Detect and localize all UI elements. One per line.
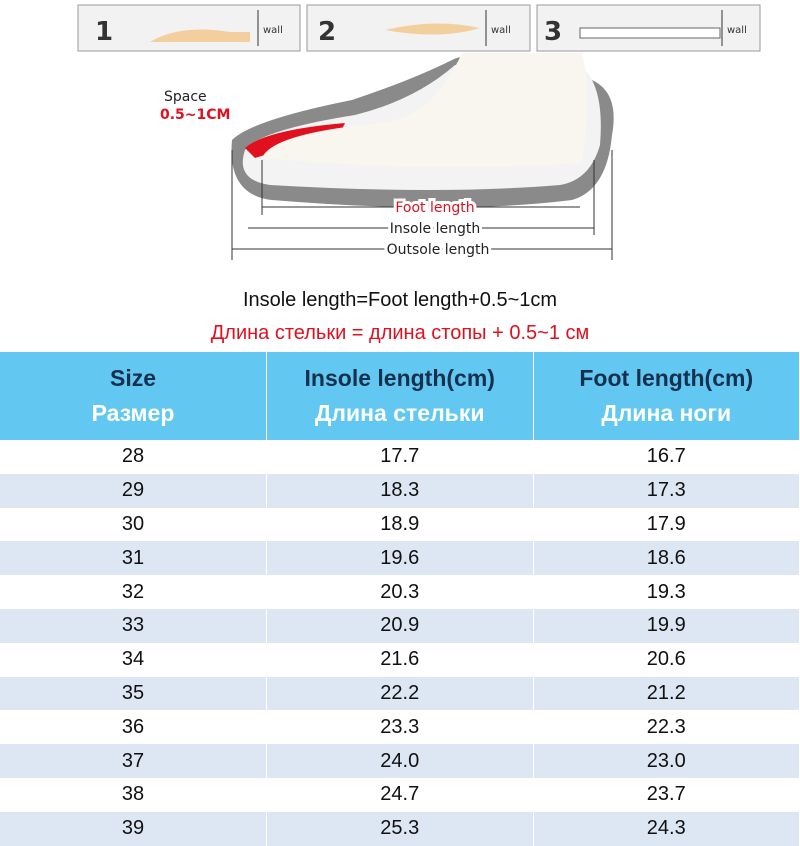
table-cell: 19.6 (266, 541, 534, 576)
table-cell: 25.3 (266, 811, 534, 846)
table-cell: 35 (0, 676, 267, 711)
column-subtitle: Размер (91, 400, 175, 426)
size-table: Size Размер Insole length(cm) Длина стельки… (0, 352, 800, 846)
table-cell: 29 (0, 473, 267, 508)
table-row: 37 24.0 23.0 (0, 744, 800, 778)
table-cell: 24.3 (533, 811, 800, 846)
column-subtitle: Длина стельки (315, 400, 485, 426)
table-cell: 16.7 (533, 440, 800, 474)
table-cell: 18.3 (266, 473, 534, 508)
measure-lines (231, 150, 613, 260)
table-row: 32 20.3 19.3 (0, 575, 800, 609)
foot-length-label: Foot length (395, 200, 474, 216)
step-number: 1 (95, 17, 113, 47)
table-cell: 20.6 (533, 642, 800, 677)
table-cell: 18.9 (266, 507, 534, 542)
table-cell: 22.2 (266, 676, 534, 711)
header-row: Size Размер Insole length(cm) Длина стельки… (0, 352, 800, 440)
table-cell: 20.3 (266, 575, 534, 609)
table-row: 31 19.6 18.6 (0, 541, 800, 576)
table-cell: 17.9 (533, 507, 800, 542)
column-subtitle: Длина ноги (601, 400, 732, 426)
table-cell: 33 (0, 608, 267, 643)
table-cell: 28 (0, 440, 267, 474)
column-title: Insole length(cm) (304, 365, 495, 391)
step-label: wall (727, 25, 747, 36)
table-cell: 23.3 (266, 710, 534, 745)
step-panels (77, 4, 761, 52)
table-row: 35 22.2 21.2 (0, 676, 800, 711)
table-cell: 34 (0, 642, 267, 677)
table-cell: 21.6 (266, 642, 534, 677)
insole-length-label: Insole length (390, 221, 480, 237)
table-row: 30 18.9 17.9 (0, 507, 800, 542)
measure-diagram: 1 2 3 wall wall wall Space 0.5~1CM Foot … (77, 4, 761, 261)
column-header: Insole length(cm) Длина стельки (266, 352, 534, 440)
table-cell: 38 (0, 777, 267, 812)
table-cell: 19.9 (533, 608, 800, 643)
formula-russian: Длина стельки = длина стопы + 0.5~1 см (210, 322, 590, 344)
step-number: 3 (544, 17, 562, 47)
space-label: Space (164, 89, 207, 105)
table-row: 33 20.9 19.9 (0, 608, 800, 643)
table-row: 34 21.6 20.6 (0, 642, 800, 677)
column-title: Size (109, 365, 157, 391)
step-label: wall (491, 25, 511, 36)
table-cell: 24.0 (266, 744, 534, 778)
table-cell: 37 (0, 744, 267, 778)
table-row: 39 25.3 24.3 (0, 811, 800, 846)
table-row: 36 23.3 22.3 (0, 710, 800, 745)
table-row: 29 18.3 17.3 (0, 473, 800, 508)
table-cell: 23.7 (533, 777, 800, 812)
table-cell: 18.6 (533, 541, 800, 576)
table-cell: 21.2 (533, 676, 800, 711)
table-cell: 17.3 (533, 473, 800, 508)
column-title: Foot length(cm) (579, 365, 754, 391)
table-row: 28 17.7 16.7 (0, 440, 800, 474)
table-row: 38 24.7 23.7 (0, 777, 800, 812)
column-header: Size Размер (0, 352, 267, 440)
table-cell: 17.7 (266, 440, 534, 474)
table-cell: 30 (0, 507, 267, 542)
table-cell: 24.7 (266, 777, 534, 812)
formula-english: Insole length=Foot length+0.5~1cm (242, 289, 558, 311)
step-label: wall (263, 25, 283, 36)
table-cell: 36 (0, 710, 267, 745)
column-header: Foot length(cm) Длина ноги (533, 352, 800, 440)
table-cell: 31 (0, 541, 267, 576)
table-cell: 22.3 (533, 710, 800, 745)
table-cell: 20.9 (266, 608, 534, 643)
table-cell: 32 (0, 575, 267, 609)
outsole-length-label: Outsole length (387, 242, 490, 258)
space-value: 0.5~1CM (160, 107, 230, 123)
shoe (231, 53, 614, 208)
table-cell: 39 (0, 811, 267, 846)
table-cell: 19.3 (533, 575, 800, 609)
table-cell: 23.0 (533, 744, 800, 778)
step-number: 2 (318, 17, 336, 47)
